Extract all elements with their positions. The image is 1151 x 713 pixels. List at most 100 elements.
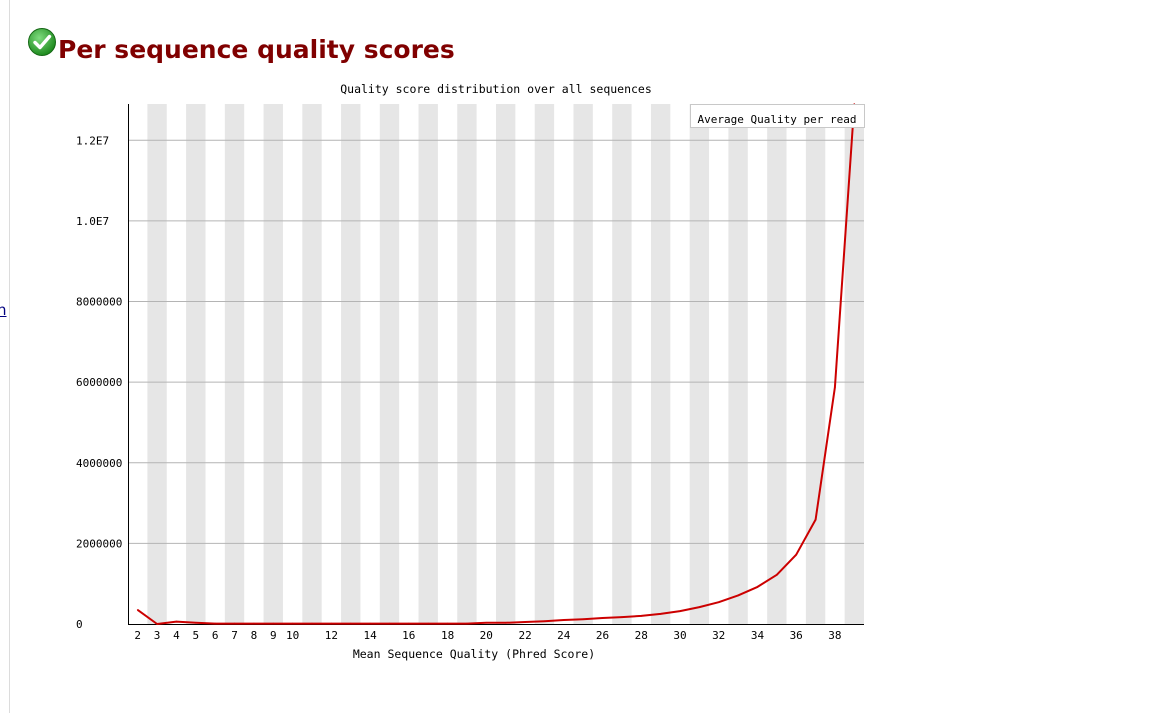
x-tick-label: 12 (325, 629, 338, 642)
data-point (795, 553, 797, 556)
x-tick-label: 14 (363, 629, 377, 642)
y-tick-label: 4000000 (76, 457, 122, 470)
y-tick-label: 1.2E7 (76, 134, 109, 147)
y-tick-labels: 0 2000000 4000000 6000000 8000000 1.0E7 1.2E7 (76, 134, 122, 631)
x-tick-label: 16 (402, 629, 415, 642)
background-band (534, 104, 555, 624)
x-axis-label: Mean Sequence Quality (Phred Score) (353, 647, 595, 661)
x-tick-label: 26 (596, 629, 609, 642)
data-point (466, 622, 468, 625)
y-tick-label: 1.0E7 (76, 215, 109, 228)
x-tick-label: 32 (712, 629, 725, 642)
data-point (834, 386, 836, 389)
data-point (679, 610, 681, 612)
data-point (485, 622, 488, 624)
check-circle-icon (28, 28, 56, 56)
data-point (737, 594, 739, 597)
background-band (767, 104, 787, 624)
data-point (214, 622, 216, 625)
chart-title: Quality score distribution over all sequ… (340, 82, 652, 96)
data-point (640, 615, 643, 617)
left-divider (9, 0, 10, 713)
background-band (302, 104, 322, 624)
x-tick-label: 9 (270, 629, 277, 642)
background-band (496, 104, 516, 624)
background-band (728, 104, 748, 624)
data-point (698, 606, 701, 608)
series-layer (136, 103, 856, 625)
background-band (341, 104, 361, 624)
background-band (844, 104, 864, 624)
x-tick-label: 6 (212, 629, 219, 642)
data-point (756, 586, 759, 588)
x-tick-labels: 2 3 4 5 6 7 8 9 10 12 14 16 18 20 22 24 26 28 30 32 34 36 38 (134, 629, 841, 642)
data-point (156, 623, 158, 625)
background-band (418, 104, 438, 624)
data-point (582, 618, 584, 620)
data-point (311, 622, 313, 625)
background-band (573, 104, 593, 624)
data-point (814, 518, 817, 521)
data-point (369, 622, 371, 625)
x-tick-label: 8 (251, 629, 258, 642)
legend-entry: Average Quality per read (698, 113, 857, 126)
background-band (224, 104, 245, 624)
data-point (195, 622, 197, 624)
background-band (650, 104, 671, 624)
x-tick-label: 36 (790, 629, 803, 642)
x-tick-label: 38 (828, 629, 841, 642)
background-band (263, 104, 283, 624)
data-point (291, 622, 294, 625)
data-point (233, 622, 236, 625)
data-point (253, 622, 255, 625)
x-tick-label: 2 (134, 629, 141, 642)
x-tick-label: 20 (480, 629, 493, 642)
y-tick-label: 0 (76, 618, 83, 631)
data-point (717, 601, 720, 603)
data-point (427, 622, 430, 625)
legend-box (690, 104, 865, 128)
data-point (621, 616, 623, 618)
data-point (136, 609, 139, 611)
background-band (147, 104, 167, 624)
background-band (805, 104, 826, 624)
x-tick-label: 4 (173, 629, 180, 642)
x-tick-label: 10 (286, 629, 299, 642)
x-tick-label: 3 (154, 629, 161, 642)
y-tick-label: 8000000 (76, 296, 122, 309)
data-point (543, 620, 546, 622)
data-point (349, 622, 352, 625)
x-tick-label: 34 (751, 629, 765, 642)
sidebar-link[interactable]: n (0, 301, 7, 319)
x-tick-label: 18 (441, 629, 454, 642)
data-point (601, 617, 604, 619)
data-point (446, 622, 449, 625)
y-tick-label: 2000000 (76, 537, 122, 550)
y-tick-label: 6000000 (76, 376, 122, 389)
legend: Average Quality per read (690, 104, 865, 128)
gridlines (128, 139, 864, 544)
x-tick-label: 30 (673, 629, 686, 642)
background-band (457, 104, 477, 624)
data-point (330, 622, 333, 625)
data-point (659, 613, 662, 615)
background-band (186, 104, 206, 624)
x-tick-label: 22 (518, 629, 531, 642)
module-title: Per sequence quality scores (58, 35, 455, 64)
data-point (504, 622, 507, 624)
data-point (524, 621, 526, 623)
data-point (563, 619, 565, 621)
data-point (175, 620, 178, 623)
data-point (388, 622, 391, 625)
x-tick-label: 5 (192, 629, 199, 642)
series-line (137, 103, 856, 625)
background-band (612, 104, 632, 624)
background-bands (147, 104, 864, 624)
background-band (379, 104, 400, 624)
background-band (689, 104, 710, 624)
x-tick-label: 7 (231, 629, 238, 642)
data-point (408, 622, 410, 625)
x-tick-label: 24 (557, 629, 571, 642)
data-point (776, 574, 778, 576)
